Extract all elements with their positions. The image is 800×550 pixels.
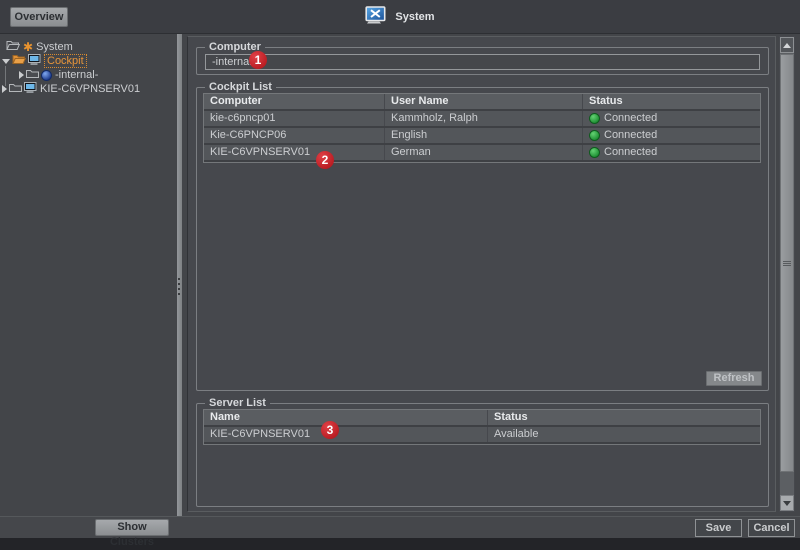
cell-status: Connected xyxy=(582,145,760,160)
cell-status: Connected xyxy=(582,111,760,126)
caret-right-icon[interactable] xyxy=(2,85,7,93)
cell-computer: kie-c6pncp01 xyxy=(210,112,276,124)
server-list-group: Server List Name Status KIE-C6VPNSERV01 … xyxy=(196,397,769,507)
step-badge-3: 3 xyxy=(321,421,339,439)
cell-user-name: English xyxy=(384,128,582,143)
cockpit-table: Computer User Name Status kie-c6pncp01 K… xyxy=(203,93,761,163)
server-table: Name Status KIE-C6VPNSERV01 Available xyxy=(203,409,761,445)
cell-status: Available xyxy=(487,427,760,442)
status-connected-icon xyxy=(589,147,600,158)
cell-computer: Kie-C6PNCP06 xyxy=(210,129,287,141)
table-row[interactable]: kie-c6pncp01 Kammholz, Ralph Connected xyxy=(204,111,760,128)
computer-input[interactable] xyxy=(205,54,760,70)
folder-open-orange-icon xyxy=(12,54,27,68)
arrow-down-icon xyxy=(783,500,791,506)
column-header-name[interactable]: Name xyxy=(210,411,240,423)
cell-user-name: German xyxy=(384,145,582,160)
scroll-up-button[interactable] xyxy=(780,37,794,53)
splitter-grip-icon xyxy=(178,278,181,298)
header-title-group: System xyxy=(0,0,800,34)
table-row[interactable]: KIE-C6VPNSERV01 German Connected xyxy=(204,145,760,162)
tree-item-internal[interactable]: -internal- xyxy=(0,68,98,82)
group-label: Cockpit List xyxy=(205,81,276,93)
folder-closed-icon xyxy=(9,83,22,96)
cancel-button[interactable]: Cancel xyxy=(748,519,795,537)
column-header-user-name[interactable]: User Name xyxy=(384,94,582,109)
cell-user-name: Kammholz, Ralph xyxy=(384,111,582,126)
cell-computer: KIE-C6VPNSERV01 xyxy=(210,146,311,158)
star-icon: ✱ xyxy=(23,40,34,54)
refresh-button[interactable]: Refresh xyxy=(706,371,762,386)
navigation-tree: ✱ System Cockpit xyxy=(0,34,177,516)
tree-item-system[interactable]: ✱ System xyxy=(0,40,73,54)
step-badge-2: 2 xyxy=(316,151,334,169)
tree-item-label: System xyxy=(36,41,73,53)
table-header-row: Computer User Name Status xyxy=(204,94,760,111)
tree-item-label: Cockpit xyxy=(44,54,87,68)
tree-item-label: -internal- xyxy=(55,69,99,81)
scroll-down-button[interactable] xyxy=(780,495,794,511)
thumb-grip-icon xyxy=(783,261,791,267)
system-icon xyxy=(365,6,387,28)
column-header-computer[interactable]: Computer xyxy=(210,95,262,107)
folder-open-icon xyxy=(6,40,21,54)
computer-group: Computer xyxy=(196,41,769,75)
table-header-row: Name Status xyxy=(204,410,760,427)
cell-name: KIE-C6VPNSERV01 xyxy=(210,428,311,440)
overview-button[interactable]: Overview xyxy=(10,7,68,27)
folder-closed-icon xyxy=(26,69,39,82)
caret-right-icon[interactable] xyxy=(19,71,24,79)
group-label: Server List xyxy=(205,397,270,409)
tree-item-label: KIE-C6VPNSERV01 xyxy=(40,83,141,95)
caret-down-icon[interactable] xyxy=(2,58,10,64)
save-button[interactable]: Save xyxy=(695,519,742,537)
main-panel: Computer Cockpit List Computer User Name… xyxy=(187,36,776,512)
status-connected-icon xyxy=(589,130,600,141)
monitor-icon xyxy=(24,82,37,96)
show-clusters-button[interactable]: Show Clusters xyxy=(95,519,169,548)
top-bar: Overview System xyxy=(0,0,800,34)
globe-icon xyxy=(41,69,52,81)
table-row[interactable]: Kie-C6PNCP06 English Connected xyxy=(204,128,760,145)
tree-connector-line xyxy=(5,66,6,86)
status-connected-icon xyxy=(589,113,600,124)
vertical-scrollbar[interactable] xyxy=(779,36,795,512)
tree-item-server[interactable]: KIE-C6VPNSERV01 xyxy=(0,82,140,96)
table-row[interactable]: KIE-C6VPNSERV01 Available xyxy=(204,427,760,444)
arrow-up-icon xyxy=(783,42,791,48)
step-badge-1: 1 xyxy=(249,51,267,69)
scrollbar-thumb[interactable] xyxy=(780,54,794,472)
page-title: System xyxy=(395,11,435,23)
tree-item-cockpit[interactable]: Cockpit xyxy=(0,54,87,68)
monitor-icon xyxy=(28,54,41,68)
bottom-bar: Show Clusters Save Cancel xyxy=(0,516,800,548)
column-header-status[interactable]: Status xyxy=(582,94,760,109)
group-label: Computer xyxy=(205,41,265,53)
column-header-status[interactable]: Status xyxy=(487,410,760,425)
panel-splitter[interactable] xyxy=(177,34,182,538)
cockpit-list-group: Cockpit List Computer User Name Status k… xyxy=(196,81,769,391)
cell-status: Connected xyxy=(582,128,760,143)
